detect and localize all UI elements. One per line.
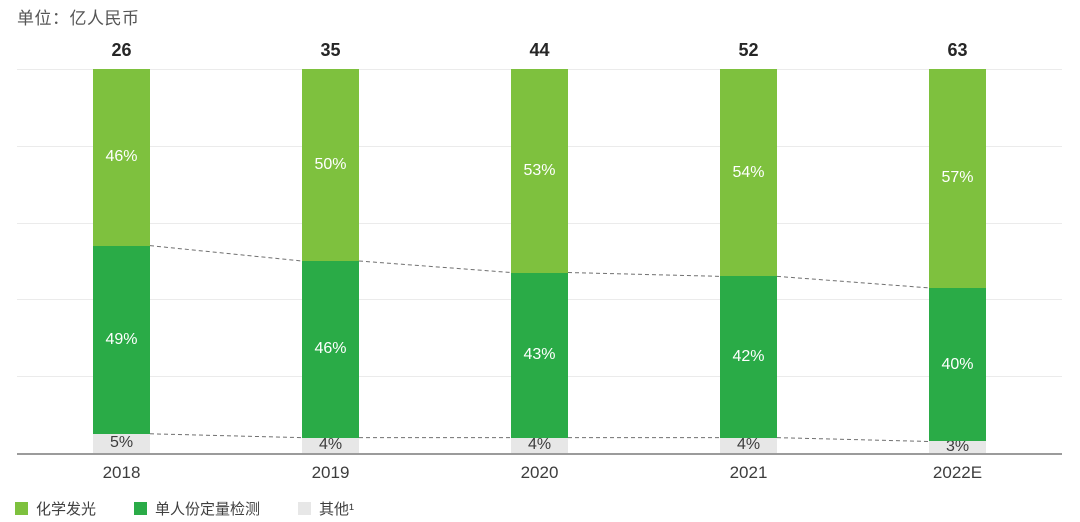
legend-item: 其他¹: [298, 498, 354, 519]
bar-total-label: 35: [320, 40, 341, 60]
x-axis-label: 2022E: [932, 463, 983, 482]
bar-segment: [302, 261, 359, 438]
bar-segment: [929, 441, 986, 453]
bar-segment: [93, 245, 150, 434]
x-axis-label: 2018: [102, 463, 141, 482]
connector-dashed-line: [776, 437, 930, 442]
segment-percent-label: 3%: [945, 438, 970, 456]
bar-segment: [511, 69, 568, 273]
x-axis-label: 2019: [311, 463, 350, 482]
bar-segment: [302, 437, 359, 453]
segment-percent-label: 54%: [732, 163, 765, 181]
connector-dashed-line: [358, 260, 512, 274]
legend-label: 单人份定量检测: [155, 501, 261, 518]
bar-segment: [720, 69, 777, 277]
legend-item: 化学发光: [15, 498, 96, 519]
segment-percent-label: 46%: [314, 340, 347, 358]
connector-dashed-line: [149, 245, 303, 262]
bar-total-label: 52: [738, 40, 759, 60]
bar-total-label: 44: [529, 40, 550, 60]
x-axis-label: 2021: [729, 463, 768, 482]
segment-percent-label: 50%: [314, 156, 347, 173]
segment-percent-label: 57%: [941, 169, 974, 187]
bar-segment: [511, 437, 568, 453]
connector-dashed-line: [776, 275, 930, 289]
connector-dashed-line: [567, 272, 721, 277]
segment-percent-label: 4%: [736, 436, 761, 454]
segment-percent-label: 5%: [109, 434, 134, 452]
bar-segment: [93, 433, 150, 453]
segment-percent-label: 46%: [105, 148, 138, 166]
bar-segment: [93, 69, 150, 246]
bar-total-label: 63: [947, 40, 968, 60]
segment-percent-label: 43%: [523, 346, 556, 364]
legend: 化学发光 单人份定量检测 其他¹: [15, 498, 354, 519]
unit-label: 单位：亿人民币: [17, 9, 140, 28]
connector-dashed-line: [149, 433, 303, 439]
bar-segment: [511, 272, 568, 438]
segment-percent-label: 4%: [318, 436, 343, 454]
segment-percent-label: 40%: [941, 355, 974, 373]
legend-swatch-icon: [298, 502, 312, 515]
bar-total-label: 26: [111, 40, 132, 60]
legend-label: 化学发光: [36, 501, 97, 518]
bar-segment: [929, 69, 986, 288]
bar-segment: [302, 69, 359, 261]
segment-percent-label: 42%: [732, 348, 765, 365]
bar-segment: [720, 276, 777, 438]
segment-percent-label: 53%: [523, 161, 556, 179]
bar-segment: [720, 437, 777, 453]
legend-swatch-icon: [15, 502, 28, 515]
legend-swatch-icon: [134, 502, 148, 515]
x-axis-line: [17, 453, 1062, 455]
legend-label: 其他¹: [319, 501, 355, 518]
segment-percent-label: 4%: [527, 436, 552, 454]
x-axis-label: 2020: [520, 463, 559, 482]
bar-segment: [929, 287, 986, 442]
segment-percent-label: 49%: [105, 330, 138, 348]
legend-item: 单人份定量检测: [134, 498, 260, 519]
